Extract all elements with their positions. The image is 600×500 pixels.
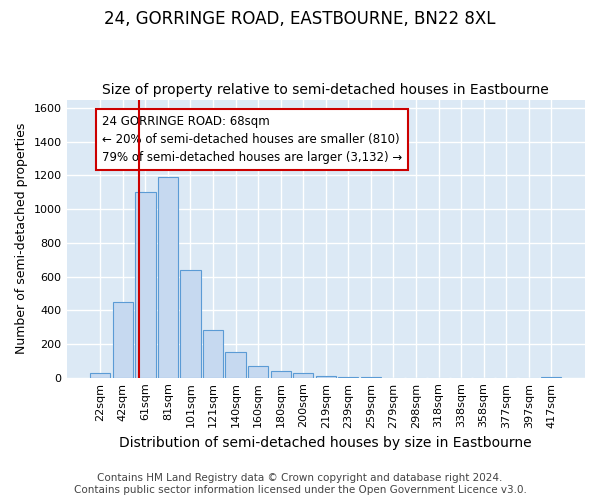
Y-axis label: Number of semi-detached properties: Number of semi-detached properties [15,123,28,354]
Bar [158,177,178,378]
X-axis label: Distribution of semi-detached houses by size in Eastbourne: Distribution of semi-detached houses by … [119,436,532,450]
Bar [113,302,133,378]
Bar [226,352,246,378]
Bar [248,366,268,378]
Text: 24 GORRINGE ROAD: 68sqm
← 20% of semi-detached houses are smaller (810)
79% of s: 24 GORRINGE ROAD: 68sqm ← 20% of semi-de… [102,114,403,164]
Bar [203,330,223,378]
Text: Contains HM Land Registry data © Crown copyright and database right 2024.
Contai: Contains HM Land Registry data © Crown c… [74,474,526,495]
Bar [293,372,313,378]
Bar [90,372,110,378]
Bar [338,377,358,378]
Bar [135,192,155,378]
Bar [181,270,200,378]
Bar [316,376,336,378]
Title: Size of property relative to semi-detached houses in Eastbourne: Size of property relative to semi-detach… [103,83,549,97]
Bar [271,371,291,378]
Text: 24, GORRINGE ROAD, EASTBOURNE, BN22 8XL: 24, GORRINGE ROAD, EASTBOURNE, BN22 8XL [104,10,496,28]
